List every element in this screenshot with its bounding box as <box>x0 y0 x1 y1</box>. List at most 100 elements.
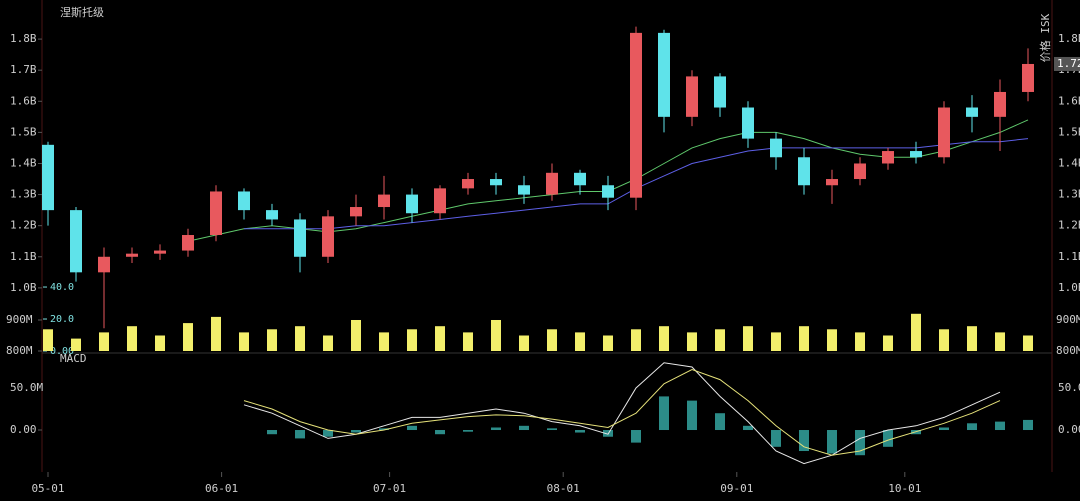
candle-body <box>154 250 166 254</box>
macd-tick-label-right: 0.00 <box>1058 423 1080 436</box>
volume-bar <box>323 335 333 351</box>
volume-bar <box>43 329 53 351</box>
volume-bar <box>743 326 753 351</box>
candle-body <box>546 172 558 195</box>
overlay-tick-label: 20.0 <box>50 314 74 325</box>
macd-bar <box>631 430 641 443</box>
overlay-tick-label: 0.00 <box>50 346 74 357</box>
volume-bar <box>883 335 893 351</box>
y-tick-label: 1.3B <box>10 188 37 201</box>
candle-body <box>826 179 838 186</box>
macd-dea-line <box>243 368 1001 456</box>
volume-bar <box>519 335 529 351</box>
y-tick-label-right: 1.1B <box>1058 250 1080 263</box>
y-tick-label-right: 1.3B <box>1058 188 1080 201</box>
volume-bar <box>435 326 445 351</box>
y-tick-label-right: 1.0B <box>1058 281 1080 294</box>
candle-body <box>462 179 474 189</box>
candle-body <box>798 157 810 186</box>
y-tick-label-right: 1.8B <box>1058 32 1080 45</box>
macd-bar <box>687 400 697 431</box>
candle-body <box>238 191 250 211</box>
volume-bar <box>211 316 221 351</box>
macd-bar <box>771 430 781 447</box>
candle-body <box>630 32 642 198</box>
candle-body <box>406 194 418 214</box>
volume-bar <box>911 313 921 351</box>
volume-bar <box>603 335 613 351</box>
y-tick-label: 1.1B <box>10 250 37 263</box>
y-tick-label: 1.2B <box>10 219 37 232</box>
candle-body <box>182 235 194 251</box>
volume-bar <box>715 329 725 351</box>
volume-bar <box>351 319 361 351</box>
candle-body <box>42 144 54 211</box>
volume-bar <box>939 329 949 351</box>
candle-body <box>350 207 362 217</box>
macd-bar <box>659 396 669 431</box>
macd-bar <box>575 430 585 433</box>
volume-bar <box>239 332 249 351</box>
macd-bar <box>547 428 557 431</box>
volume-bar <box>967 326 977 351</box>
x-tick-label: 07-01 <box>373 482 406 495</box>
volume-bar <box>463 332 473 351</box>
candle-body <box>490 179 502 186</box>
x-tick-label: 09-01 <box>720 482 753 495</box>
candle-body <box>882 151 894 164</box>
candle-body <box>294 219 306 257</box>
macd-bar <box>827 430 837 454</box>
macd-label: MACD <box>60 352 87 365</box>
macd-bar <box>379 428 389 431</box>
y-tick-label-right: 1.4B <box>1058 156 1080 169</box>
y-tick-label: 1.5B <box>10 125 37 138</box>
candle-body <box>966 107 978 117</box>
candle-body <box>210 191 222 236</box>
macd-bar <box>715 413 725 431</box>
volume-bar <box>127 326 137 351</box>
candle-body <box>574 172 586 186</box>
y-tick-label-right: 1.5B <box>1058 125 1080 138</box>
candle-body <box>770 138 782 158</box>
volume-bar <box>267 329 277 351</box>
volume-bar <box>771 332 781 351</box>
x-tick-label: 10-01 <box>888 482 921 495</box>
y-tick-label: 1.6B <box>10 94 37 107</box>
macd-dif-line <box>243 362 1001 465</box>
volume-bar <box>995 332 1005 351</box>
volume-bar <box>183 323 193 351</box>
volume-bar <box>659 326 669 351</box>
x-tick-label: 08-01 <box>547 482 580 495</box>
macd-bar <box>799 430 809 452</box>
macd-bar <box>323 430 333 437</box>
volume-bar <box>1023 335 1033 351</box>
volume-bar <box>71 338 81 351</box>
macd-bar <box>1023 419 1033 431</box>
volume-bar <box>827 329 837 351</box>
macd-bar <box>351 430 361 433</box>
candle-body <box>1022 63 1034 92</box>
macd-bar <box>939 427 949 431</box>
chart-title: 涅斯托级 <box>60 5 104 19</box>
volume-bar <box>687 332 697 351</box>
volume-bar <box>547 329 557 351</box>
macd-bar <box>883 430 893 447</box>
candle-body <box>266 210 278 220</box>
volume-bar <box>99 332 109 351</box>
volume-tick-label-right: 800M <box>1056 344 1080 357</box>
macd-tick-label: 0.00 <box>10 423 37 436</box>
volume-tick-label: 800M <box>6 344 33 357</box>
candle-body <box>602 185 614 198</box>
candle-body <box>126 253 138 257</box>
price-marker-label: 1.72 <box>1057 57 1080 70</box>
macd-bar <box>407 425 417 431</box>
candle-body <box>854 163 866 180</box>
volume-bar <box>379 332 389 351</box>
macd-bar <box>743 425 753 431</box>
overlay-tick-label: 40.0 <box>50 282 74 293</box>
volume-bar <box>407 329 417 351</box>
candle-body <box>742 107 754 139</box>
macd-bar <box>463 430 473 432</box>
x-tick-label: 06-01 <box>205 482 238 495</box>
